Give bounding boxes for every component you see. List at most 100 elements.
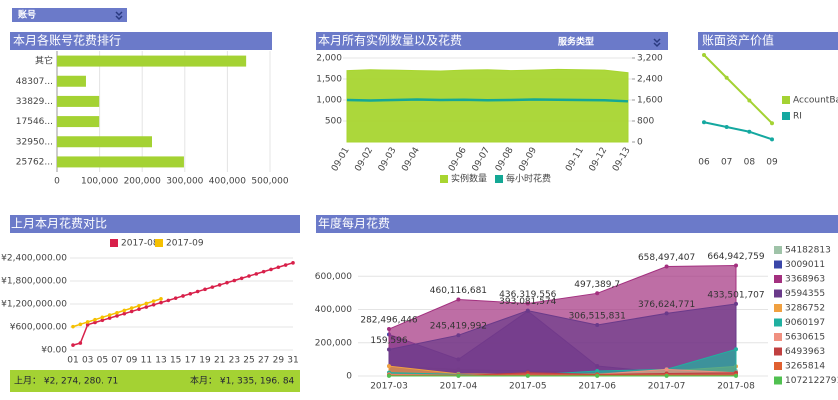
point [525,301,530,306]
x-tick-label: 100,000 [81,177,118,187]
x-tick-label: 05 [97,356,108,366]
bar [57,75,86,87]
point [181,294,185,298]
legend-swatch [774,347,782,356]
point [203,287,207,292]
x-tick-label: 2017-08 [717,382,755,392]
point [173,296,178,300]
panel-header [316,32,668,50]
legend-swatch [774,260,782,269]
point [269,267,273,272]
x-tick-label: 09-11 [564,146,586,174]
point [93,317,97,322]
point [387,373,391,378]
point [129,306,134,310]
series-area [346,68,629,143]
bar [57,156,184,168]
y-tick-label: 2,000 [316,54,342,64]
y-tick-label: 25762... [16,157,53,167]
series-line [703,54,773,124]
point [210,285,215,289]
x-tick-label: 07 [721,158,732,168]
x-tick-label: 09-03 [377,146,399,174]
dropdown-label[interactable]: 服务类型 [558,36,594,48]
panel-header [10,215,300,233]
point [107,313,112,317]
legend-label: 2017-08 [121,239,159,249]
x-tick-label: 09 [766,158,778,168]
panel-title: 账面资产价值 [702,33,774,48]
y-tick-label: 17546... [16,117,53,127]
legend-label: 3265814 [785,362,825,372]
point [724,125,729,129]
x-tick-label: 13 [155,356,166,366]
y-tick-label: ¥2,400,000.00 [1,254,67,264]
data-label: 245,419,992 [430,322,487,332]
point [137,303,141,308]
y-tick-label: 其它 [35,55,53,67]
x-tick-label: 2017-03 [370,382,408,392]
legend-label: RI [793,112,802,122]
summary-last: 上月： ¥2, 274, 280. 71 [14,376,118,387]
filter-dropdown[interactable] [12,8,127,22]
point [151,299,156,303]
point [702,120,706,125]
point [78,341,83,345]
point [129,309,134,314]
legend-label: 107212279139 [785,376,838,386]
y2-tick-label: 0 [637,138,643,148]
x-tick-label: 09-13 [611,146,633,174]
point [595,323,600,328]
point [283,263,288,267]
y-tick-label: 1,500 [316,75,342,85]
data-label: 282,496,446 [360,316,418,326]
series-line [703,121,773,141]
y2-tick-label: 1,600 [637,96,663,106]
point [770,137,774,142]
legend-label: 每小时花费 [506,173,551,185]
point [71,324,75,329]
x-tick-label: 0 [54,177,60,187]
x-tick-label: 19 [199,356,211,366]
point [747,129,752,134]
legend-label: 9594355 [785,289,825,299]
legend-swatch [440,175,448,183]
point [770,121,774,126]
summary-current: 本月： ¥1, 335, 196. 84 [190,375,295,387]
legend-swatch [155,239,163,247]
point [232,278,237,283]
chevron [653,38,661,44]
point [85,322,90,327]
point [100,318,105,323]
x-tick-label: 09-02 [353,146,375,174]
y-tick-label: 600,000 [315,272,352,282]
point [595,369,600,374]
x-tick-label: 300,000 [166,177,203,187]
point [188,291,193,296]
point [291,261,295,265]
legend-label: 3286752 [785,304,825,314]
point [144,305,149,309]
x-tick-label: 400,000 [209,177,246,187]
data-label: 393,081,574 [499,297,557,307]
point [115,310,119,315]
point [525,373,530,378]
point [254,272,259,276]
legend-label: AccountBal [793,96,838,106]
point [151,303,156,307]
x-tick-label: 09-12 [588,146,610,174]
data-label: 664,942,759 [707,252,765,262]
panel-header [10,32,272,50]
point [664,373,669,378]
legend-swatch [782,112,790,120]
bar [57,95,100,107]
legend-swatch [110,239,118,247]
x-tick-label: 25 [243,356,254,366]
x-tick-label: 03 [82,356,93,366]
x-tick-label: 06 [698,158,710,168]
y-tick-label: 500 [325,117,342,127]
legend-swatch [774,275,782,283]
legend-swatch [774,318,782,327]
point [225,280,229,285]
x-tick-label: 09 [126,356,138,366]
